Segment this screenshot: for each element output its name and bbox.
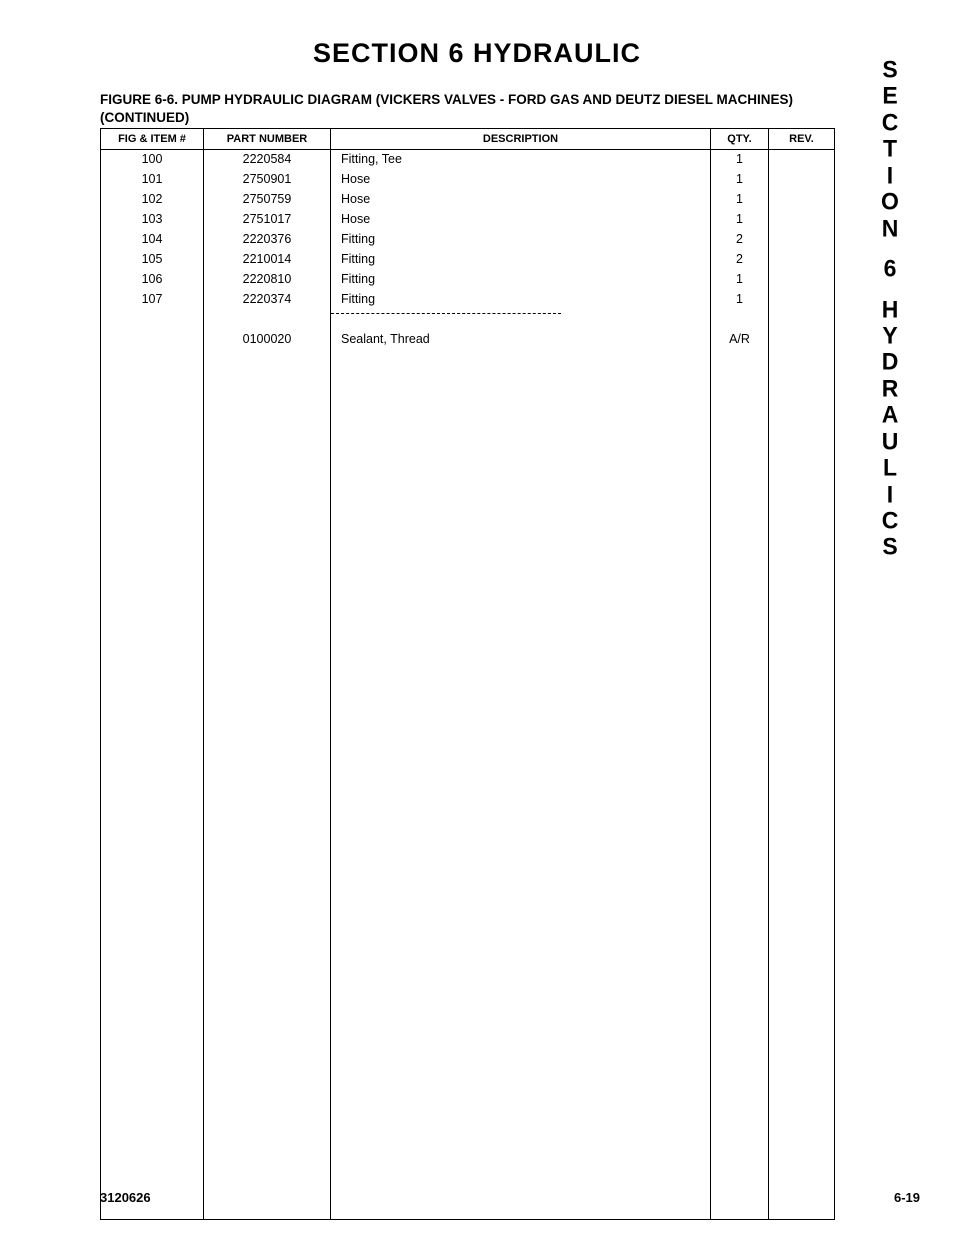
side-tab-char: N [860, 214, 920, 242]
header-part: PART NUMBER [204, 129, 331, 150]
side-tab: SECTION6HYDRAULICS [860, 56, 920, 560]
cell-rev [769, 210, 835, 230]
side-tab-char: R [860, 374, 920, 402]
side-tab-char: U [860, 427, 920, 455]
cell-fig [101, 330, 204, 350]
cell-desc: Fitting [331, 270, 711, 290]
cell-fig: 104 [101, 230, 204, 250]
cell-qty: 2 [711, 250, 769, 270]
side-tab-char: H [860, 295, 920, 323]
side-tab-char: A [860, 401, 920, 429]
side-tab-char: S [860, 55, 920, 83]
cell-part: 2220376 [204, 230, 331, 250]
table-row: 1042220376Fitting2 [101, 230, 835, 250]
cell-rev [769, 230, 835, 250]
cell-rev [769, 330, 835, 350]
cell-fig: 100 [101, 150, 204, 170]
cell-qty: 1 [711, 290, 769, 310]
cell-rev [769, 270, 835, 290]
cell-desc: Sealant, Thread [331, 330, 711, 350]
cell-desc: Fitting [331, 290, 711, 310]
cell-fig: 102 [101, 190, 204, 210]
side-tab-char: S [860, 533, 920, 561]
header-fig: FIG & ITEM # [101, 129, 204, 150]
cell-part: 2751017 [204, 210, 331, 230]
cell-rev [769, 170, 835, 190]
cell-rev [769, 150, 835, 170]
side-tab-char: L [860, 453, 920, 481]
side-tab-char: Y [860, 321, 920, 349]
cell-part: 2220584 [204, 150, 331, 170]
cell-part: 2220810 [204, 270, 331, 290]
figure-caption: FIGURE 6-6. PUMP HYDRAULIC DIAGRAM (VICK… [100, 91, 820, 126]
footer-doc-number: 3120626 [100, 1190, 151, 1205]
cell-rev [769, 250, 835, 270]
dash-separator [331, 313, 561, 314]
parts-table: FIG & ITEM # PART NUMBER DESCRIPTION QTY… [100, 128, 835, 1220]
footer-page-number: 6-19 [894, 1190, 920, 1205]
cell-fig: 105 [101, 250, 204, 270]
table-row: 1052210014Fitting2 [101, 250, 835, 270]
side-tab-char: C [860, 108, 920, 136]
cell-part: 0100020 [204, 330, 331, 350]
cell-fig: 103 [101, 210, 204, 230]
table-row: 1072220374Fitting1 [101, 290, 835, 310]
cell-fig: 107 [101, 290, 204, 310]
cell-desc: Hose [331, 170, 711, 190]
table-header-row: FIG & ITEM # PART NUMBER DESCRIPTION QTY… [101, 129, 835, 150]
header-qty: QTY. [711, 129, 769, 150]
table-row: 1022750759Hose1 [101, 190, 835, 210]
separator-row [101, 310, 835, 330]
cell-qty: 1 [711, 190, 769, 210]
table-row: 1002220584Fitting, Tee1 [101, 150, 835, 170]
cell-part: 2210014 [204, 250, 331, 270]
side-tab-char: 6 [860, 254, 920, 282]
cell-fig: 101 [101, 170, 204, 190]
cell-qty: 2 [711, 230, 769, 250]
cell-qty: 1 [711, 210, 769, 230]
side-tab-char: C [860, 506, 920, 534]
cell-qty: A/R [711, 330, 769, 350]
side-tab-char: T [860, 135, 920, 163]
filler-row [101, 350, 835, 1220]
cell-qty: 1 [711, 170, 769, 190]
cell-desc: Fitting [331, 250, 711, 270]
side-tab-char: O [860, 188, 920, 216]
cell-desc: Hose [331, 190, 711, 210]
cell-desc: Fitting, Tee [331, 150, 711, 170]
page-title: SECTION 6 HYDRAULIC [0, 0, 954, 69]
table-row: 0100020Sealant, ThreadA/R [101, 330, 835, 350]
table-row: 1032751017Hose1 [101, 210, 835, 230]
cell-qty: 1 [711, 150, 769, 170]
side-tab-char: I [860, 161, 920, 189]
header-desc: DESCRIPTION [331, 129, 711, 150]
cell-desc: Hose [331, 210, 711, 230]
cell-desc: Fitting [331, 230, 711, 250]
cell-part: 2220374 [204, 290, 331, 310]
page-footer: 3120626 6-19 [100, 1190, 920, 1205]
side-tab-char: E [860, 82, 920, 110]
cell-rev [769, 290, 835, 310]
table-row: 1012750901Hose1 [101, 170, 835, 190]
header-rev: REV. [769, 129, 835, 150]
side-tab-char: D [860, 348, 920, 376]
cell-fig: 106 [101, 270, 204, 290]
cell-part: 2750759 [204, 190, 331, 210]
table-row: 1062220810Fitting1 [101, 270, 835, 290]
cell-part: 2750901 [204, 170, 331, 190]
cell-rev [769, 190, 835, 210]
side-tab-char: I [860, 480, 920, 508]
cell-qty: 1 [711, 270, 769, 290]
